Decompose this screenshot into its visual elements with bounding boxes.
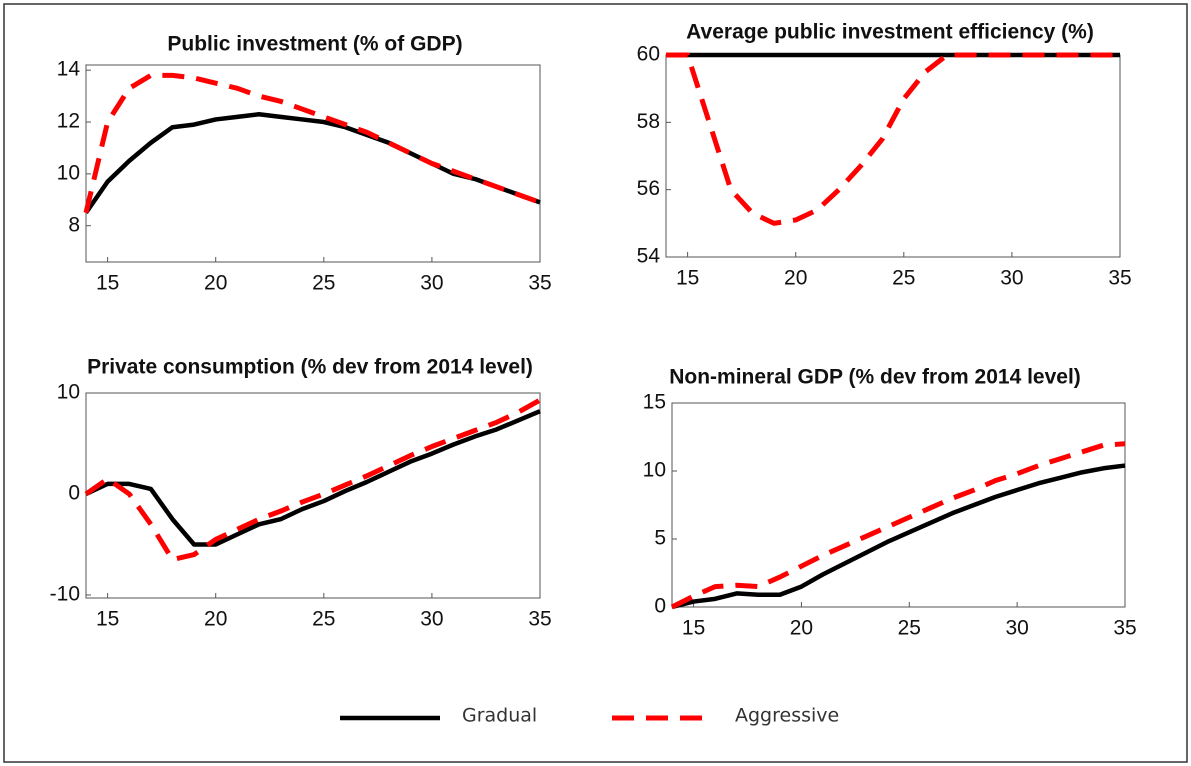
x-tick-label: 15 [676, 267, 699, 290]
x-tick-label: 20 [790, 617, 813, 640]
x-tick-label: 15 [96, 608, 119, 631]
series-line [85, 409, 541, 547]
series-line [670, 441, 1126, 610]
x-tick-label: 25 [898, 617, 921, 640]
plot-area [85, 64, 541, 263]
y-tick-label: 8 [68, 213, 80, 236]
y-tick-label: 0 [68, 482, 80, 505]
chart-title: Non-mineral GDP (% dev from 2014 level) [669, 366, 1081, 389]
x-tick-label: 25 [312, 608, 335, 631]
x-tick-label: 30 [420, 272, 443, 295]
y-tick-label: 10 [57, 161, 80, 184]
y-tick-label: 12 [57, 110, 80, 133]
y-tick-label: 0 [654, 595, 666, 618]
x-tick-label: 30 [1005, 617, 1028, 640]
y-tick-label: 56 [637, 177, 660, 200]
plot-area [665, 54, 1121, 258]
x-tick-label: 30 [420, 608, 443, 631]
x-tick-label: 25 [892, 267, 915, 290]
legend-label: Gradual [462, 705, 537, 727]
y-tick-label: 60 [637, 43, 660, 66]
y-tick-label: 58 [637, 110, 660, 133]
x-tick-label: 20 [784, 267, 807, 290]
x-tick-label: 20 [204, 272, 227, 295]
x-tick-label: 35 [528, 272, 551, 295]
x-tick-label: 20 [204, 608, 227, 631]
chart-title: Private consumption (% dev from 2014 lev… [87, 356, 533, 379]
series-line [666, 52, 1120, 226]
chart-title: Average public investment efficiency (%) [686, 21, 1094, 44]
x-tick-label: 15 [682, 617, 705, 640]
series-line [83, 72, 541, 214]
plot-area [671, 402, 1126, 608]
y-tick-label: 54 [637, 245, 661, 268]
x-tick-label: 35 [1113, 617, 1136, 640]
y-tick-label: 5 [654, 527, 666, 550]
x-tick-label: 35 [528, 608, 551, 631]
x-tick-label: 35 [1108, 267, 1131, 290]
y-tick-label: 14 [57, 58, 81, 81]
y-tick-label: 15 [643, 391, 666, 414]
x-tick-label: 30 [1000, 267, 1023, 290]
series-line [671, 463, 1126, 610]
y-tick-label: -10 [50, 583, 80, 606]
x-tick-label: 15 [96, 272, 119, 295]
y-tick-label: 10 [57, 381, 80, 404]
x-tick-label: 25 [312, 272, 335, 295]
legend-label: Aggressive [735, 705, 839, 727]
series-line [84, 397, 542, 563]
chart-title: Public investment (% of GDP) [167, 33, 462, 56]
y-tick-label: 10 [643, 459, 666, 482]
